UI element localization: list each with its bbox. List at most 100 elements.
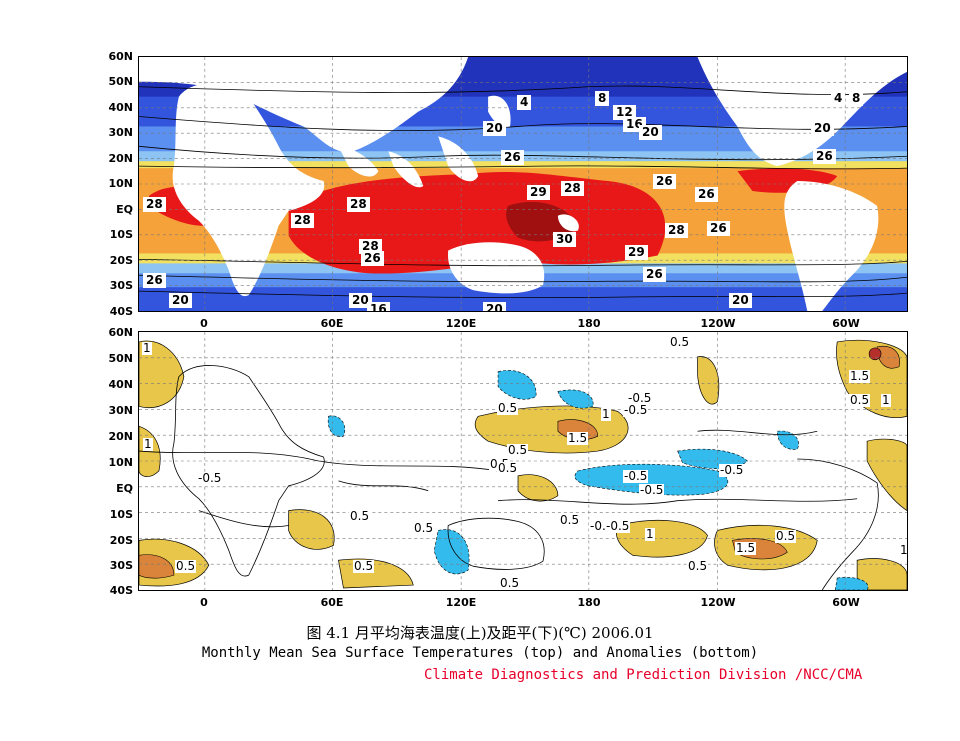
lat-tick-label: EQ	[116, 203, 133, 216]
anomaly-contour-label: -0.5	[197, 471, 223, 485]
lat-tick-label: 30N	[108, 404, 133, 417]
lon-tick-label: 120E	[445, 317, 477, 330]
anomaly-contour-label: 0.5	[175, 559, 197, 573]
sst-contour-label: 29	[527, 185, 550, 200]
south-america-outline	[797, 458, 879, 590]
sst-contour-label: 26	[643, 267, 666, 282]
lat-tick-label: 60N	[108, 326, 133, 339]
lon-tick-label: 60W	[832, 596, 860, 609]
lat-tick-label: 30S	[109, 559, 133, 572]
india-land	[388, 151, 424, 188]
australia-outline	[447, 517, 545, 570]
sst-contour-label: 26	[501, 150, 524, 165]
africa-land	[172, 83, 325, 297]
anomaly-contour-label: 0.5	[497, 401, 519, 415]
sst-contour-label: 29	[625, 245, 648, 260]
lon-tick-label: 120W	[700, 317, 736, 330]
sst-contour-label: 28	[347, 197, 370, 212]
anomaly-contour-label: -0.5	[623, 403, 649, 417]
lat-tick-label: 20S	[109, 254, 133, 267]
anomaly-contour-label: 1.5	[849, 369, 871, 383]
figure-credit: Climate Diagnostics and Prediction Divis…	[424, 667, 863, 683]
lat-tick-label: 40N	[108, 378, 133, 391]
warm-pool	[288, 171, 666, 274]
sst-contour-label: 20	[729, 293, 752, 308]
lat-tick-label: 20S	[109, 534, 133, 547]
positive-anomaly-peak	[868, 347, 882, 361]
sst-contour-label: 16	[367, 302, 390, 311]
sst-contour-label: 26	[813, 149, 836, 164]
sst-contour-lines	[139, 85, 907, 299]
anomaly-contour-label: 0.5	[849, 393, 871, 407]
lon-tick-label: 180	[577, 317, 601, 330]
anomaly-contour-label: 0.5	[775, 529, 797, 543]
lon-tick-label: 60E	[320, 317, 344, 330]
sst-contour-label: 8	[595, 91, 610, 106]
sst-contour-label: 26	[695, 187, 718, 202]
lat-tick-label: 10S	[109, 508, 133, 521]
sst-contour-label: 12	[613, 105, 636, 120]
sst-contour-label: 28	[561, 181, 584, 196]
lat-tick-label: 50N	[108, 75, 133, 88]
africa-outline	[172, 365, 325, 577]
lon-tick-label: 120W	[700, 596, 736, 609]
sst-contour-label: 26	[707, 221, 730, 236]
sst-contour-label: 20	[639, 125, 662, 140]
anomaly-contour-label: 1	[142, 341, 152, 355]
lat-tick-label: 40S	[109, 584, 133, 597]
sst-contour-label: 20	[349, 293, 372, 308]
sst-contour-label: 26	[143, 273, 166, 288]
north-america-land	[697, 57, 907, 167]
sst-contour-label: 4	[831, 91, 846, 106]
lat-tick-label: 60N	[108, 50, 133, 63]
lon-tick-label: 180	[577, 596, 601, 609]
figure-caption-english: Monthly Mean Sea Surface Temperatures (t…	[201, 645, 759, 661]
anomaly-contour-label: 0.5	[507, 443, 529, 457]
sst-contour-label: 20	[811, 121, 834, 136]
anomaly-contour-label: 1.5	[735, 541, 757, 555]
anomaly-contour-label: 1	[881, 393, 891, 407]
sst-contour-label: 20	[483, 121, 506, 136]
sst-map	[139, 57, 907, 311]
anomaly-contour-label: -0.5	[719, 463, 745, 477]
sst-contour-label: 26	[653, 174, 676, 189]
anomaly-contour-label: -0.5	[605, 519, 631, 533]
lat-tick-label: 10N	[108, 177, 133, 190]
new-guinea-land	[557, 214, 579, 232]
figure-caption-chinese: 图 4.1 月平均海表温度(上)及距平(下)(℃) 2006.01	[306, 624, 654, 642]
lat-tick-label: 20N	[108, 430, 133, 443]
lon-tick-label: 0	[200, 596, 208, 609]
sst-contour-label: 28	[291, 213, 314, 228]
sst-anomaly-map	[139, 332, 907, 590]
anomaly-contour-label: 0.5	[413, 521, 435, 535]
anomaly-contour-label: 0.5	[499, 576, 521, 590]
eurasia-land	[139, 57, 469, 153]
lat-tick-label: 50N	[108, 352, 133, 365]
sst-contour-label: 4	[517, 95, 532, 110]
sst-contour-label: 30	[553, 232, 576, 247]
lon-tick-label: 60E	[320, 596, 344, 609]
sst-anomaly-map-panel: 1 0.5 -0.5 1 -0.5 0.5 1 1.5 0.5 0.5 -0.5…	[138, 331, 908, 591]
lat-tick-label: 30N	[108, 126, 133, 139]
sst-contour-label: 28	[143, 197, 166, 212]
anomaly-contour-label: -0.5	[627, 391, 653, 405]
anomaly-contour-label: 0.5	[669, 335, 691, 349]
lat-tick-label: 40N	[108, 101, 133, 114]
anomaly-contour-label: 1	[645, 527, 655, 541]
sst-map-panel: 4 8 12 16 20 20 26 29 28 26 26 28 28 28 …	[138, 56, 908, 312]
japan-land	[488, 95, 511, 128]
australia-land	[447, 242, 545, 294]
anomaly-contour-label: 1	[601, 407, 611, 421]
anomaly-contour-label: 0.5	[349, 509, 371, 523]
lat-tick-label: 10N	[108, 456, 133, 469]
sst-contour-label: 20	[483, 302, 506, 311]
anomaly-contour-label: 0.5	[687, 559, 709, 573]
sst-contour-label: 8	[849, 91, 864, 106]
lat-tick-label: 10S	[109, 228, 133, 241]
anomaly-contour-label: 1.5	[567, 431, 589, 445]
lon-tick-label: 60W	[832, 317, 860, 330]
lon-tick-label: 0	[200, 317, 208, 330]
negative-anomaly-patches	[327, 370, 869, 590]
anomaly-contour-label: 1	[899, 543, 908, 557]
hottest-core	[506, 201, 578, 242]
